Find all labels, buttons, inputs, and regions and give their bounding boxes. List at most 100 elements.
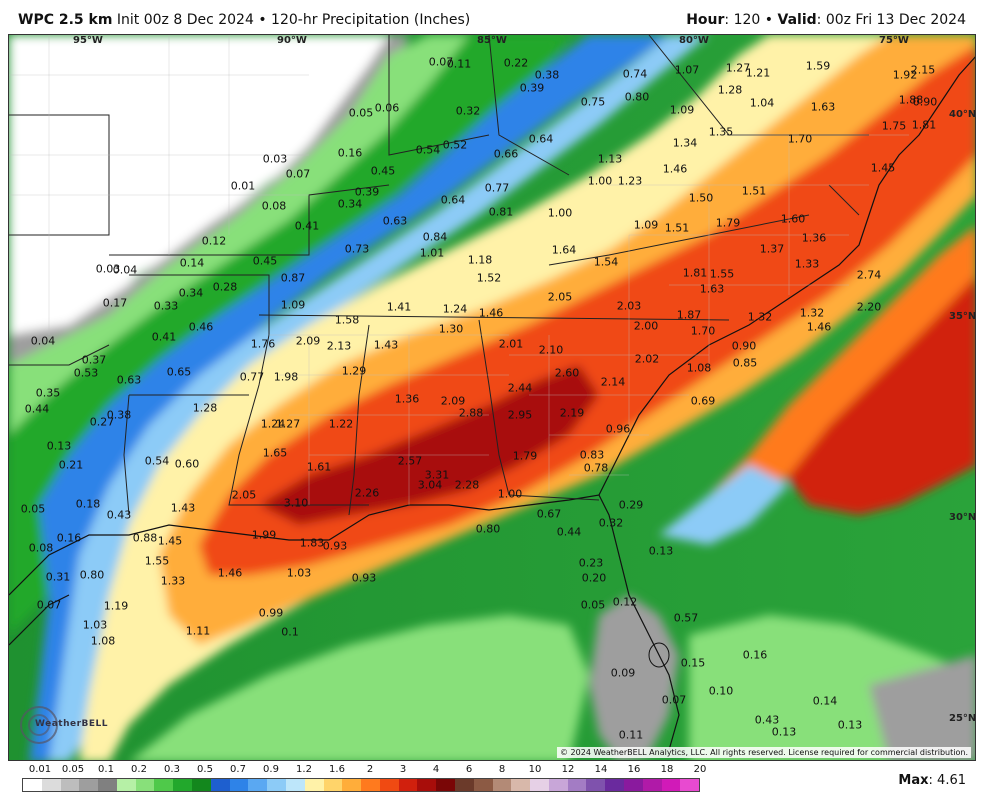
point-value: 1.27 [725, 61, 751, 75]
lake-okeechobee [648, 642, 670, 668]
point-value: 1.65 [262, 446, 288, 460]
point-value: 0.03 [95, 262, 121, 276]
point-value: 1.76 [250, 337, 276, 351]
colorbar-tick: 3 [399, 764, 407, 775]
colorbar-swatch [23, 779, 42, 791]
point-value: 1.33 [794, 257, 820, 271]
point-value: 0.80 [79, 568, 105, 582]
point-value: 0.33 [153, 299, 179, 313]
point-value: 0.28 [212, 280, 238, 294]
point-value: 1.37 [759, 242, 785, 256]
colorbar-swatch [417, 779, 437, 791]
colorbar-swatch [210, 779, 230, 791]
point-value: 0.99 [258, 606, 284, 620]
point-value: 2.03 [616, 299, 642, 313]
colorbar-tick: 12 [561, 764, 575, 775]
point-value: 0.93 [351, 571, 377, 585]
header-bar: WPC 2.5 km Init 00z 8 Dec 2024 • 120-hr … [0, 0, 984, 34]
point-value: 1.51 [664, 221, 690, 235]
point-value: 1.09 [633, 218, 659, 232]
colorbar-tick: 20 [693, 764, 707, 775]
point-value: 0.80 [624, 90, 650, 104]
max-value: Max: 4.61 [898, 773, 966, 788]
point-value: 1.35 [708, 125, 734, 139]
point-value: 0.13 [837, 718, 863, 732]
coastlines [9, 56, 975, 751]
point-value: 0.07 [285, 167, 311, 181]
point-value: 2.19 [559, 406, 585, 420]
point-value: 1.23 [617, 174, 643, 188]
point-value: 0.11 [618, 728, 644, 742]
point-value: 1.33 [160, 574, 186, 588]
point-value: 0.37 [81, 353, 107, 367]
valid-value: 00z Fri 13 Dec 2024 [825, 12, 966, 28]
point-value: 0.23 [578, 556, 604, 570]
point-value: 0.21 [58, 458, 84, 472]
product-name: WPC 2.5 km [18, 12, 113, 28]
point-value: 0.64 [528, 132, 554, 146]
point-value: 2.26 [354, 486, 380, 500]
point-value: 0.44 [556, 525, 582, 539]
point-value: 0.17 [102, 296, 128, 310]
point-value: 0.07 [428, 55, 454, 69]
colorbar-swatch [530, 779, 549, 791]
point-value: 0.87 [280, 271, 306, 285]
point-value: 1.75 [881, 119, 907, 133]
point-value: 0.44 [24, 402, 50, 416]
point-value: 1.03 [82, 618, 108, 632]
point-value: 2.05 [231, 488, 257, 502]
colorbar-tick: 8 [498, 764, 506, 775]
colorbar-swatch [436, 779, 455, 791]
point-value: 0.78 [583, 461, 609, 475]
point-value: 0.65 [166, 365, 192, 379]
point-value: 0.13 [46, 439, 72, 453]
point-value: 0.07 [36, 598, 62, 612]
colorbar-swatch [492, 779, 512, 791]
point-value: 0.77 [239, 370, 265, 384]
colorbar-swatch [586, 779, 606, 791]
point-value: 2.28 [454, 478, 480, 492]
point-value: 2.88 [458, 406, 484, 420]
colorbar-swatch [135, 779, 155, 791]
point-value: 0.74 [622, 67, 648, 81]
grid-label-40n: 40°N [949, 109, 976, 120]
point-value: 2.00 [633, 319, 659, 333]
point-value: 2.02 [634, 352, 660, 366]
point-value: 0.38 [106, 408, 132, 422]
colorbar-swatch [173, 779, 193, 791]
point-value: 1.00 [547, 206, 573, 220]
point-value: 1.32 [799, 306, 825, 320]
point-value: 1.45 [870, 161, 896, 175]
point-value: 1.11 [185, 624, 211, 638]
point-value: 1.54 [593, 255, 619, 269]
point-value: 0.54 [415, 143, 441, 157]
point-value: 0.14 [179, 256, 205, 270]
point-value: 2.09 [440, 394, 466, 408]
valid-time: Hour: 120 • Valid: 00z Fri 13 Dec 2024 [686, 12, 966, 28]
point-value: 0.22 [503, 56, 529, 70]
point-value: 1.04 [749, 96, 775, 110]
point-value: 3.04 [417, 478, 443, 492]
grid-label-35n: 35°N [949, 311, 976, 322]
field-name: 120-hr Precipitation (Inches) [271, 12, 471, 28]
hour-label: Hour [686, 12, 725, 28]
point-value: 0.04 [30, 334, 56, 348]
point-value: 0.43 [754, 713, 780, 727]
grid-label-75w: 75°W [879, 35, 909, 46]
point-value: 0.88 [132, 531, 158, 545]
point-value: 1.83 [299, 536, 325, 550]
point-value: 1.08 [686, 361, 712, 375]
colorbar-swatch [548, 779, 568, 791]
map-title: WPC 2.5 km Init 00z 8 Dec 2024 • 120-hr … [18, 12, 471, 28]
colorbar-swatch [154, 779, 174, 791]
colorbar-tick: 4 [432, 764, 440, 775]
point-value: 1.70 [787, 132, 813, 146]
colorbar-swatch [361, 779, 380, 791]
colorbar-swatch [379, 779, 399, 791]
colorbar-tick: 0.7 [230, 764, 246, 775]
point-value: 0.53 [73, 366, 99, 380]
point-value: 0.85 [732, 356, 758, 370]
point-value: 1.79 [512, 449, 538, 463]
colorbar-ticks: 0.01 0.05 0.1 0.2 0.3 0.5 0.7 0.9 1.2 1.6 2 3 4 6 8 10 1… [22, 764, 707, 776]
point-value: 1.51 [741, 184, 767, 198]
